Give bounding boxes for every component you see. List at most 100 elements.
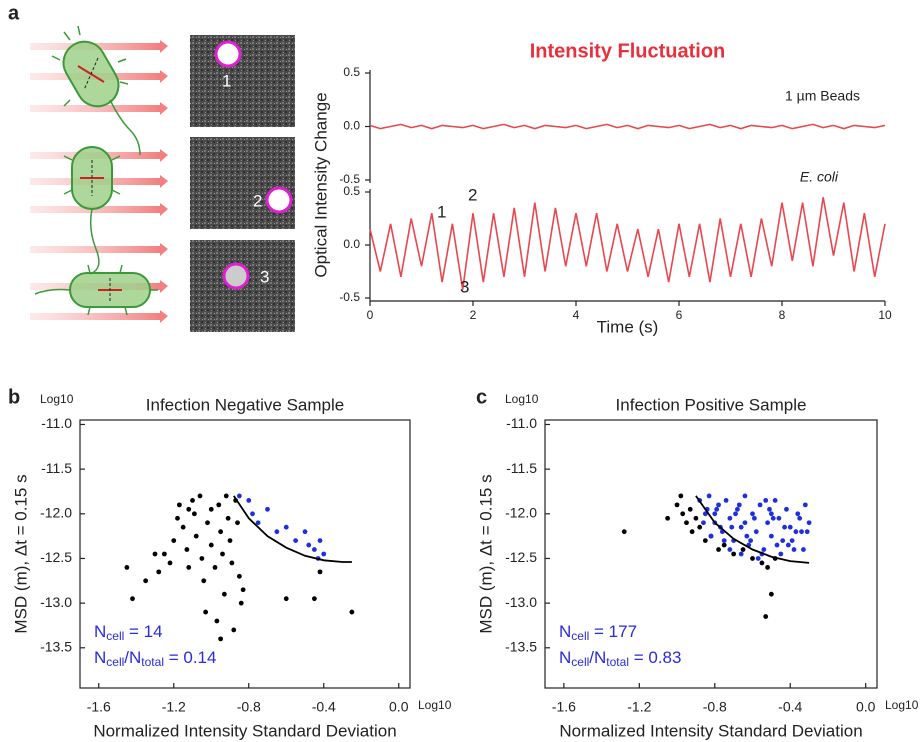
annotation: Ncell/Ntotal = 0.14: [94, 648, 216, 669]
point: [143, 578, 149, 584]
point: [797, 515, 803, 521]
point: [124, 565, 130, 570]
point: [621, 529, 627, 535]
point: [765, 520, 770, 526]
point: [283, 596, 289, 602]
annotation: Ncell = 14: [94, 622, 163, 643]
chart-title: Intensity Fluctuation: [530, 40, 726, 62]
point: [721, 542, 727, 548]
point: [738, 551, 744, 557]
point: [201, 578, 207, 584]
annotation: 1: [437, 202, 446, 221]
point: [736, 502, 742, 508]
point: [791, 547, 797, 552]
x-unit: Log10: [418, 698, 452, 712]
annotation-part: total: [606, 655, 629, 669]
point: [302, 529, 308, 535]
annotation-part: cell: [571, 629, 589, 643]
annotation-part: total: [141, 655, 164, 669]
point: [774, 542, 780, 548]
x-tick-label: -1.2: [627, 699, 651, 715]
point: [716, 547, 721, 552]
x-tick-label: -1.6: [87, 699, 111, 715]
point: [156, 569, 162, 575]
point: [250, 511, 255, 517]
point: [742, 520, 748, 526]
annotation-part: = 0.83: [629, 648, 681, 667]
annotation-part: /N: [589, 648, 606, 667]
y-tick-label: -12.5: [505, 549, 537, 565]
x-tick-label: -0.4: [312, 699, 336, 715]
point: [236, 493, 242, 499]
point: [311, 547, 317, 552]
point: [782, 524, 787, 530]
point: [767, 506, 772, 512]
point: [218, 636, 224, 642]
annotation-part: cell: [106, 629, 124, 643]
point: [733, 511, 738, 517]
point: [806, 520, 812, 526]
point: [708, 533, 714, 539]
annotation-part: = 177: [589, 622, 637, 641]
point: [748, 538, 754, 543]
point: [311, 596, 317, 602]
point: [678, 493, 684, 499]
point: [784, 506, 789, 512]
point: [208, 542, 214, 548]
annotation: Ncell/Ntotal = 0.83: [559, 648, 681, 669]
point: [199, 556, 205, 561]
point: [799, 529, 804, 535]
point: [208, 506, 214, 512]
point: [317, 569, 323, 575]
y-tick-label: -11.0: [506, 415, 537, 431]
point: [191, 511, 197, 517]
y-tick-label: 0.0: [343, 237, 360, 251]
image-label: 2: [253, 191, 262, 210]
point: [167, 560, 173, 566]
point: [753, 529, 759, 535]
point: [755, 556, 761, 561]
y-tick-label: -0.5: [339, 290, 360, 304]
x-tick-label: 0: [367, 308, 374, 322]
point: [193, 533, 199, 539]
x-tick-label: -0.4: [778, 699, 802, 715]
annotation: E. coli: [800, 169, 839, 185]
x-axis-label: Time (s): [597, 317, 659, 336]
point: [768, 591, 774, 597]
point: [161, 551, 167, 557]
point: [723, 498, 729, 503]
y-tick-label: -12.0: [40, 505, 72, 521]
point: [255, 520, 261, 526]
point: [787, 524, 793, 530]
point: [231, 627, 237, 633]
x-tick-label: -1.2: [162, 699, 186, 715]
point: [776, 515, 782, 521]
point: [716, 502, 721, 508]
point: [184, 547, 190, 552]
y-axis-label: Optical Intensity Change: [311, 92, 330, 277]
point: [221, 591, 227, 597]
y-axis-label: MSD (m), Δt = 0.15 s: [11, 474, 30, 633]
point: [283, 524, 289, 530]
point: [225, 515, 231, 521]
point: [689, 529, 695, 535]
point: [740, 547, 746, 552]
point: [674, 502, 680, 508]
point: [780, 538, 786, 543]
point: [293, 538, 299, 543]
point: [763, 614, 769, 619]
point: [785, 542, 791, 548]
x-unit: Log10: [885, 698, 919, 712]
point: [751, 515, 757, 521]
point: [731, 551, 737, 557]
point: [759, 560, 765, 566]
y-tick-label: -0.5: [339, 172, 360, 186]
point: [349, 609, 355, 615]
point: [738, 524, 744, 530]
point: [714, 506, 720, 512]
x-axis-label: Normalized Intensity Standard Deviation: [559, 721, 862, 740]
annotation-part: N: [559, 622, 571, 641]
point: [684, 520, 689, 526]
point: [795, 511, 801, 517]
